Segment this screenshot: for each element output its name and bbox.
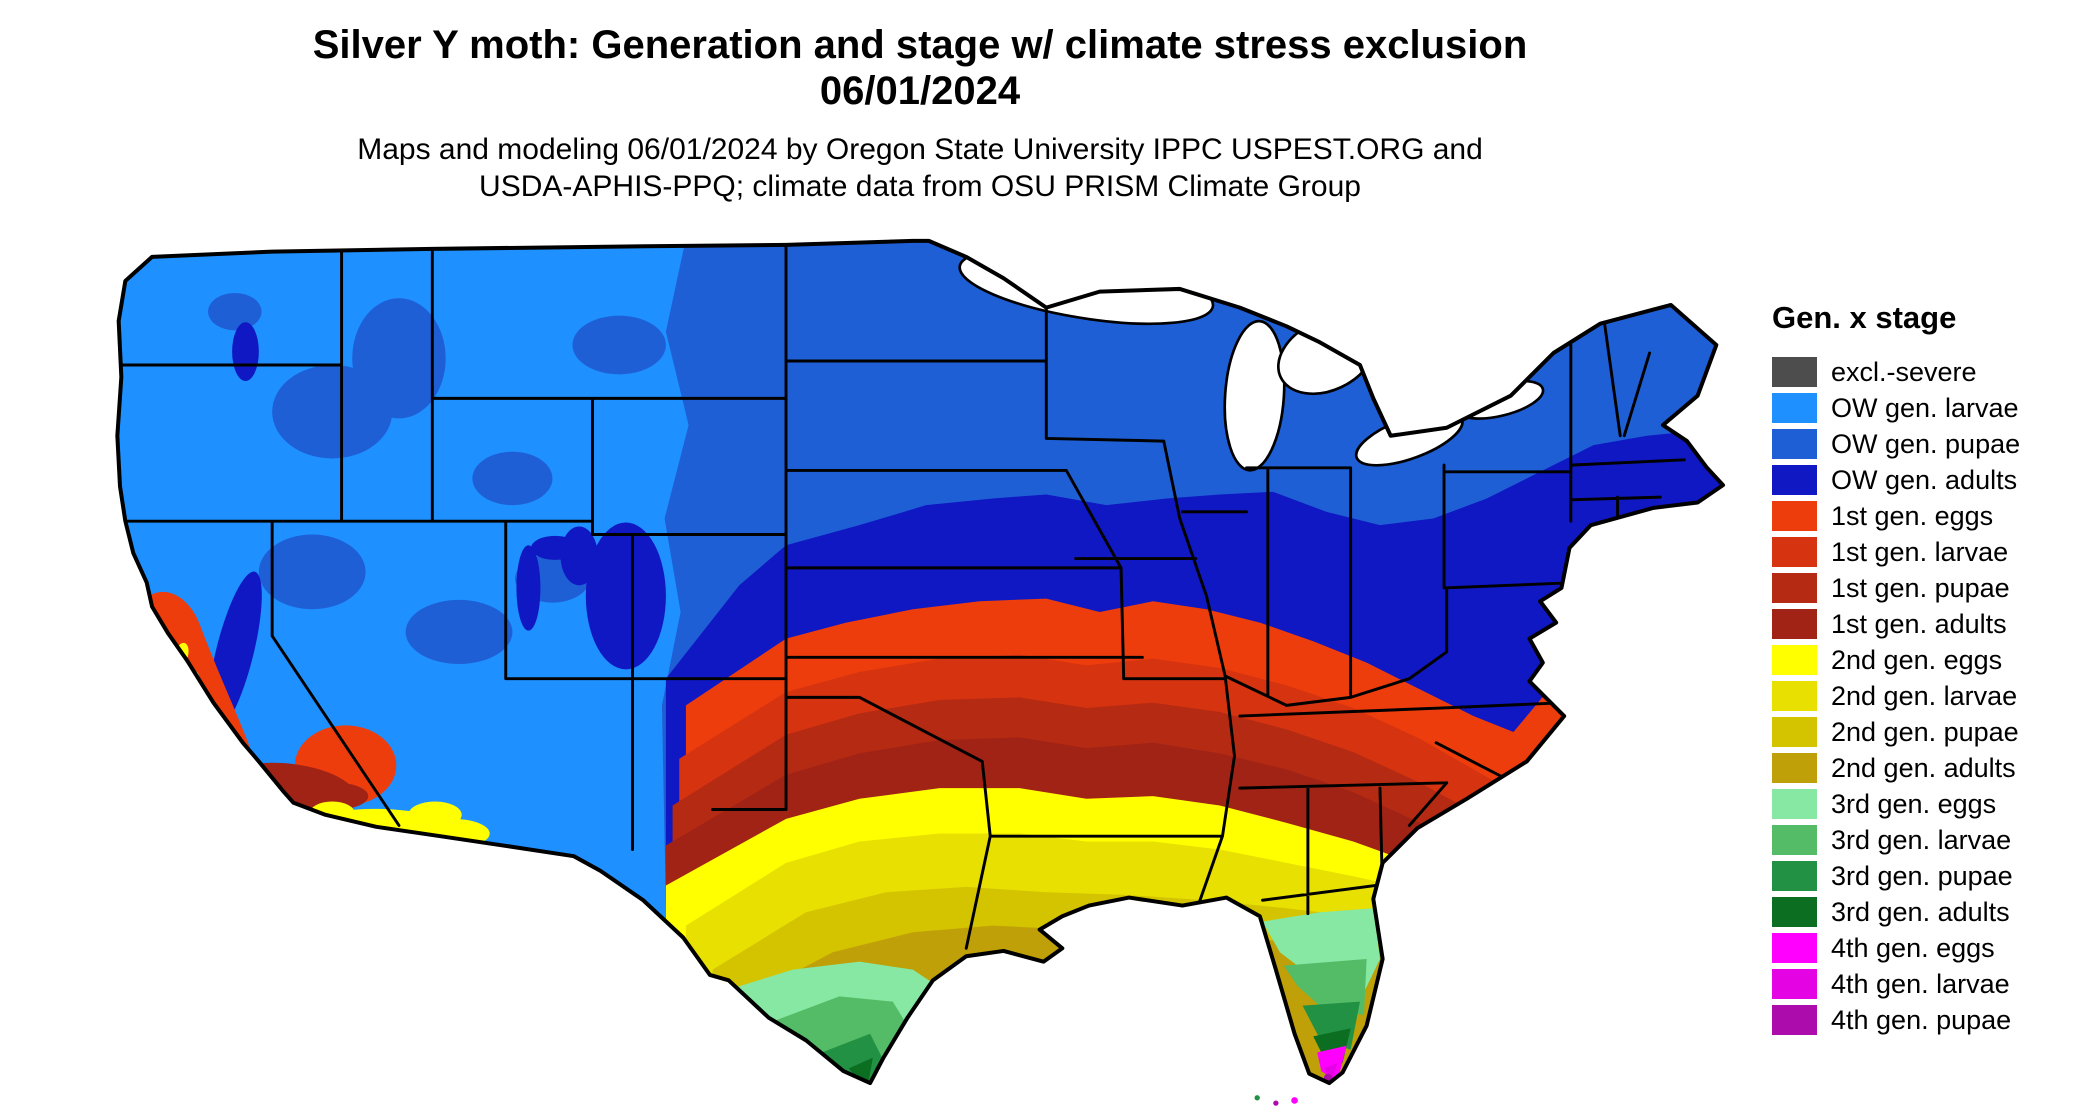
patch-lightgreen-yuma bbox=[361, 828, 383, 842]
legend-item: 1st gen. eggs bbox=[1772, 498, 2092, 534]
legend-swatch bbox=[1772, 429, 1817, 459]
legend-item: 2nd gen. larvae bbox=[1772, 678, 2092, 714]
legend-label: OW gen. larvae bbox=[1831, 392, 2019, 423]
patch-medium-blue bbox=[472, 451, 553, 506]
legend-swatch bbox=[1772, 717, 1817, 747]
legend-label: 3rd gen. adults bbox=[1831, 896, 2010, 927]
legend-label: 1st gen. eggs bbox=[1831, 500, 1994, 531]
legend-item: excl.-severe bbox=[1772, 354, 2092, 390]
patch-medium-blue bbox=[208, 292, 262, 331]
legend-item: 4th gen. eggs bbox=[1772, 930, 2092, 966]
patch-navy bbox=[232, 322, 259, 382]
legend-item: 2nd gen. adults bbox=[1772, 750, 2092, 786]
legend-item: 3rd gen. eggs bbox=[1772, 786, 2092, 822]
legend-swatch bbox=[1772, 1005, 1817, 1035]
legend-swatch bbox=[1772, 969, 1817, 999]
legend-swatch bbox=[1772, 609, 1817, 639]
patch-medium-blue bbox=[352, 298, 446, 419]
us-outline bbox=[115, 238, 1725, 1086]
legend-label: 4th gen. eggs bbox=[1831, 932, 1995, 963]
map-fill-layers bbox=[117, 240, 1723, 1084]
legend-label: 4th gen. pupae bbox=[1831, 1004, 2012, 1035]
legend-label: 4th gen. larvae bbox=[1831, 968, 2010, 999]
legend-swatch bbox=[1772, 537, 1817, 567]
legend-item: 3rd gen. larvae bbox=[1772, 822, 2092, 858]
keys-speck bbox=[1254, 1095, 1260, 1101]
band-3rd-larvae-florida bbox=[1283, 958, 1367, 1016]
legend-swatch bbox=[1772, 645, 1817, 675]
map-subtitle: Maps and modeling 06/01/2024 by Oregon S… bbox=[0, 131, 1840, 206]
legend-swatch bbox=[1772, 861, 1817, 891]
header: Silver Y moth: Generation and stage w/ c… bbox=[0, 22, 1840, 206]
map-title-line1: Silver Y moth: Generation and stage w/ c… bbox=[312, 23, 1528, 67]
legend-label: OW gen. pupae bbox=[1831, 428, 2021, 459]
patch-green-speck bbox=[381, 837, 395, 846]
patch-medium-blue bbox=[405, 599, 513, 664]
patch-medium-blue bbox=[258, 534, 366, 610]
legend-swatch bbox=[1772, 501, 1817, 531]
keys-speck bbox=[1291, 1097, 1298, 1104]
legend-label: 2nd gen. adults bbox=[1831, 752, 2016, 783]
patch-yellow bbox=[408, 801, 462, 829]
legend-swatch bbox=[1772, 465, 1817, 495]
legend-item: 3rd gen. adults bbox=[1772, 894, 2092, 930]
legend-label: 2nd gen. pupae bbox=[1831, 716, 2019, 747]
map-subtitle-line2: USDA-APHIS-PPQ; climate data from OSU PR… bbox=[479, 170, 1361, 204]
legend-item: 1st gen. larvae bbox=[1772, 534, 2092, 570]
legend-swatch bbox=[1772, 933, 1817, 963]
florida-keys bbox=[1254, 1095, 1298, 1106]
patch-lightgreen bbox=[406, 836, 426, 847]
legend-item: 1st gen. pupae bbox=[1772, 570, 2092, 606]
us-map-svg bbox=[115, 238, 1725, 1106]
legend-item: 2nd gen. eggs bbox=[1772, 642, 2092, 678]
legend-swatch bbox=[1772, 573, 1817, 603]
us-phenology-map bbox=[112, 238, 1727, 1106]
legend-item: OW gen. pupae bbox=[1772, 426, 2092, 462]
legend: Gen. x stage excl.-severe OW gen. larvae… bbox=[1772, 300, 2092, 1038]
legend-label: excl.-severe bbox=[1831, 356, 1977, 387]
legend-item: 2nd gen. pupae bbox=[1772, 714, 2092, 750]
legend-label: 3rd gen. pupae bbox=[1831, 860, 2013, 891]
legend-item: 4th gen. pupae bbox=[1772, 1002, 2092, 1038]
lake-michigan bbox=[1223, 319, 1286, 472]
patch-medium-blue bbox=[572, 315, 666, 375]
keys-speck bbox=[1273, 1100, 1279, 1106]
legend-swatch bbox=[1772, 357, 1817, 387]
legend-item: 1st gen. adults bbox=[1772, 606, 2092, 642]
legend-label: 1st gen. larvae bbox=[1831, 536, 2009, 567]
legend-item: OW gen. adults bbox=[1772, 462, 2092, 498]
legend-swatch bbox=[1772, 681, 1817, 711]
legend-item: 3rd gen. pupae bbox=[1772, 858, 2092, 894]
legend-label: 2nd gen. eggs bbox=[1831, 644, 2003, 675]
patch-navy-uinta bbox=[531, 535, 580, 560]
map-title-date: 06/01/2024 bbox=[819, 69, 1021, 114]
legend-label: 1st gen. adults bbox=[1831, 608, 2007, 639]
legend-item: OW gen. larvae bbox=[1772, 390, 2092, 426]
patch-navy-rockies bbox=[585, 522, 666, 670]
legend-swatch bbox=[1772, 897, 1817, 927]
legend-label: 3rd gen. eggs bbox=[1831, 788, 1997, 819]
legend-swatch bbox=[1772, 825, 1817, 855]
legend-label: OW gen. adults bbox=[1831, 464, 2018, 495]
band-4th-larvae-florida bbox=[1323, 1063, 1338, 1082]
patch-navy-wasatch bbox=[516, 545, 541, 631]
legend-label: 1st gen. pupae bbox=[1831, 572, 2010, 603]
legend-title: Gen. x stage bbox=[1772, 300, 1957, 335]
map-subtitle-line1: Maps and modeling 06/01/2024 by Oregon S… bbox=[357, 132, 1483, 166]
patch-maroon bbox=[304, 782, 369, 810]
legend-item: 4th gen. larvae bbox=[1772, 966, 2092, 1002]
legend-swatch bbox=[1772, 753, 1817, 783]
west-navy-patches bbox=[207, 322, 666, 733]
legend-label: 2nd gen. larvae bbox=[1831, 680, 2018, 711]
legend-swatch bbox=[1772, 393, 1817, 423]
state-borders bbox=[118, 242, 1686, 950]
legend-swatch bbox=[1772, 789, 1817, 819]
legend-label: 3rd gen. larvae bbox=[1831, 824, 2012, 855]
